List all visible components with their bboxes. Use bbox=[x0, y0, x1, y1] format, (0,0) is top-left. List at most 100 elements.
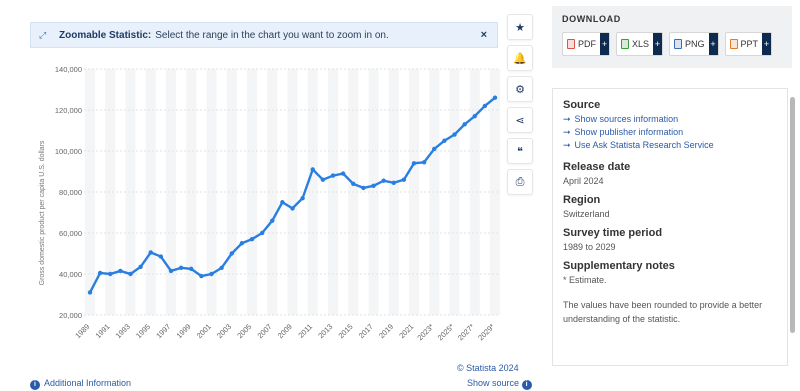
x-tick-label: 1997 bbox=[154, 322, 172, 340]
data-point[interactable] bbox=[290, 206, 295, 211]
data-point[interactable] bbox=[128, 271, 133, 277]
download-label: XLS bbox=[632, 39, 650, 49]
info-icon: i bbox=[30, 380, 40, 390]
png-file-icon bbox=[674, 39, 683, 49]
rounding-note: The values have been rounded to provide … bbox=[563, 300, 763, 324]
data-point[interactable] bbox=[462, 122, 467, 127]
x-tick-label: 2011 bbox=[296, 322, 314, 340]
data-point[interactable] bbox=[452, 132, 457, 137]
data-point[interactable] bbox=[442, 138, 447, 143]
data-point[interactable] bbox=[351, 181, 356, 186]
data-point[interactable] bbox=[97, 270, 103, 276]
additional-info-label: Additional Information bbox=[44, 378, 132, 388]
data-points bbox=[87, 95, 498, 295]
download-png-button[interactable]: PNG + bbox=[669, 32, 719, 56]
x-tick-label: 2025* bbox=[436, 322, 456, 342]
data-point[interactable] bbox=[300, 195, 305, 201]
plus-icon: + bbox=[762, 33, 772, 55]
data-point[interactable] bbox=[411, 161, 417, 166]
data-point[interactable] bbox=[259, 230, 265, 236]
ppt-file-icon bbox=[729, 39, 738, 49]
data-point[interactable] bbox=[209, 271, 214, 277]
data-point[interactable] bbox=[340, 171, 346, 176]
data-point[interactable] bbox=[108, 271, 113, 277]
data-point[interactable] bbox=[270, 218, 275, 223]
data-point[interactable] bbox=[310, 167, 315, 172]
year-band bbox=[206, 69, 217, 315]
data-point[interactable] bbox=[472, 113, 477, 119]
download-xls-button[interactable]: XLS + bbox=[616, 32, 664, 56]
statistic-info-panel: Source ➞ Show sources information ➞ Show p… bbox=[552, 88, 788, 366]
data-point[interactable] bbox=[148, 250, 153, 255]
data-point[interactable] bbox=[482, 103, 488, 109]
additional-information-link[interactable]: i Additional Information bbox=[30, 378, 131, 390]
data-point[interactable] bbox=[158, 254, 164, 259]
y-axis-label: Gross domestic product per capita U.S. d… bbox=[39, 140, 46, 285]
data-point[interactable] bbox=[391, 180, 396, 185]
download-buttons: PDF + XLS + PNG + PPT + bbox=[562, 32, 782, 56]
data-point[interactable] bbox=[229, 251, 234, 256]
info-scrollbar[interactable] bbox=[790, 97, 795, 333]
download-label: PPT bbox=[740, 39, 759, 49]
year-band bbox=[105, 69, 116, 315]
share-icon[interactable]: ⋖ bbox=[507, 107, 533, 133]
gear-icon[interactable]: ⚙ bbox=[507, 76, 533, 102]
quote-icon[interactable]: ❝ bbox=[507, 138, 533, 164]
data-point[interactable] bbox=[189, 266, 194, 272]
year-band bbox=[429, 69, 440, 315]
data-point[interactable] bbox=[371, 183, 376, 189]
bell-icon[interactable]: 🔔 bbox=[507, 45, 533, 71]
supplementary-notes-value: * Estimate. bbox=[563, 275, 607, 285]
ask-statista-link[interactable]: ➞ Use Ask Statista Research Service bbox=[563, 140, 777, 151]
download-pdf-button[interactable]: PDF + bbox=[562, 32, 610, 56]
data-point[interactable] bbox=[320, 177, 326, 182]
data-point[interactable] bbox=[361, 185, 366, 191]
data-point[interactable] bbox=[280, 200, 285, 205]
data-point[interactable] bbox=[492, 95, 498, 100]
line-chart[interactable]: 20,000 40,000 60,000 80,000 100,000 120,000 14… bbox=[20, 55, 505, 355]
print-icon[interactable]: ⎙ bbox=[507, 169, 533, 195]
x-tick-label: 2003 bbox=[215, 322, 233, 340]
data-point[interactable] bbox=[178, 265, 184, 271]
y-tick-label: 120,000 bbox=[55, 106, 82, 115]
year-band bbox=[226, 69, 237, 315]
data-point[interactable] bbox=[330, 173, 336, 178]
download-title: DOWNLOAD bbox=[562, 14, 621, 24]
star-icon[interactable]: ★ bbox=[507, 14, 533, 40]
show-publisher-label: Show publisher information bbox=[574, 127, 684, 137]
expand-icon: ⤢ bbox=[39, 29, 47, 40]
y-axis-ticks: 20,000 40,000 60,000 80,000 100,000 120,000 14… bbox=[55, 65, 82, 320]
data-point[interactable] bbox=[401, 177, 407, 182]
data-point[interactable] bbox=[138, 264, 143, 270]
x-tick-label: 2023* bbox=[415, 322, 435, 342]
x-tick-label: 2027* bbox=[456, 322, 476, 342]
data-point[interactable] bbox=[239, 241, 245, 246]
data-point[interactable] bbox=[168, 268, 174, 274]
year-band bbox=[125, 69, 136, 315]
xls-file-icon bbox=[621, 39, 629, 49]
y-tick-label: 100,000 bbox=[55, 147, 82, 156]
statista-credit[interactable]: © Statista 2024 bbox=[457, 363, 519, 373]
data-point[interactable] bbox=[421, 160, 427, 165]
show-publisher-link[interactable]: ➞ Show publisher information bbox=[563, 127, 777, 138]
data-point[interactable] bbox=[118, 268, 123, 274]
download-label: PDF bbox=[578, 39, 596, 49]
banner-text: Select the range in the chart you want t… bbox=[155, 29, 389, 41]
year-band bbox=[469, 69, 480, 315]
show-source-link[interactable]: Show source i bbox=[467, 378, 536, 390]
close-icon[interactable]: × bbox=[480, 29, 487, 41]
plus-icon: + bbox=[600, 33, 609, 55]
source-heading: Source bbox=[563, 99, 601, 111]
y-tick-label: 140,000 bbox=[55, 65, 82, 74]
plus-icon: + bbox=[653, 33, 663, 55]
data-point[interactable] bbox=[199, 273, 204, 279]
data-point[interactable] bbox=[87, 290, 93, 295]
ask-statista-label: Use Ask Statista Research Service bbox=[574, 140, 714, 150]
banner-title: Zoomable Statistic: bbox=[59, 29, 152, 41]
data-point[interactable] bbox=[249, 236, 255, 242]
show-sources-link[interactable]: ➞ Show sources information bbox=[563, 114, 777, 125]
data-point[interactable] bbox=[381, 178, 386, 183]
download-ppt-button[interactable]: PPT + bbox=[724, 32, 773, 56]
data-point[interactable] bbox=[432, 146, 437, 152]
data-point[interactable] bbox=[219, 265, 224, 271]
